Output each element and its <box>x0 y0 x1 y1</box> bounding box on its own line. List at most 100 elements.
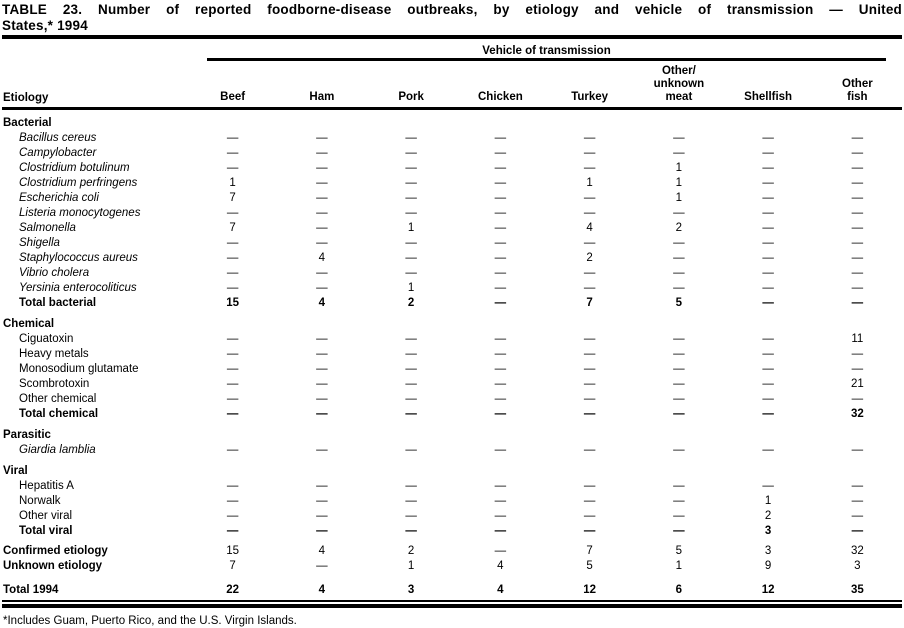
table-cell: 7 <box>586 297 593 309</box>
table-cell: — <box>851 363 864 375</box>
table-cell: 4 <box>318 252 326 264</box>
table-cell: — <box>494 192 507 204</box>
table-cell: — <box>494 393 507 405</box>
table-cell: — <box>226 495 239 507</box>
table-cell: 4 <box>318 545 326 557</box>
row-label: Other viral <box>19 510 73 522</box>
row-label: Heavy metals <box>19 348 89 360</box>
table-cell: — <box>494 222 507 234</box>
row-label: Scombrotoxin <box>19 378 90 390</box>
table-cell: — <box>494 207 507 219</box>
table-cell: — <box>405 192 417 204</box>
table-cell: — <box>762 378 774 390</box>
table-cell: 1 <box>675 560 683 572</box>
table-cell: — <box>851 207 864 219</box>
table-cell: — <box>762 162 774 174</box>
table-cell: 7 <box>229 222 236 234</box>
table-cell: — <box>316 480 328 492</box>
column-header: Chicken <box>478 91 523 103</box>
table-cell: — <box>583 510 596 522</box>
table-cell: 32 <box>850 545 864 557</box>
table-cell: — <box>762 222 774 234</box>
table-cell: — <box>673 525 685 537</box>
table-cell: — <box>583 207 596 219</box>
table-cell: — <box>226 393 239 405</box>
row-label: Parasitic <box>3 429 51 441</box>
table-cell: — <box>851 162 864 174</box>
table-cell: — <box>851 132 864 144</box>
table-cell: — <box>673 252 685 264</box>
table-cell: — <box>405 510 417 522</box>
table-cell: — <box>405 495 417 507</box>
row-label: Norwalk <box>19 495 61 507</box>
table-cell: — <box>673 363 685 375</box>
table-cell: — <box>494 282 507 294</box>
table-cell: — <box>851 393 864 405</box>
table-cell: 1 <box>675 192 683 204</box>
table-cell: — <box>851 297 864 309</box>
table-cell: — <box>316 237 328 249</box>
table-cell: 1 <box>407 560 415 572</box>
row-label: Viral <box>3 465 28 477</box>
table-cell: — <box>316 207 328 219</box>
row-label: Total 1994 <box>3 584 59 596</box>
table-row: Chemical <box>2 317 902 332</box>
table-cell: — <box>851 525 864 537</box>
table-cell: — <box>762 192 774 204</box>
table-title: TABLE 23. Number of reported foodborne-d… <box>2 2 902 33</box>
table-cell: — <box>316 510 328 522</box>
table-cell: — <box>762 207 774 219</box>
table-cell: — <box>405 333 417 345</box>
table-cell: — <box>405 408 417 420</box>
row-label: Chemical <box>3 318 55 330</box>
table-cell: — <box>673 282 685 294</box>
table-cell: — <box>583 363 596 375</box>
table-cell: — <box>316 348 328 360</box>
table-cell: — <box>494 378 507 390</box>
table-cell: — <box>851 495 864 507</box>
table-row: Viral <box>2 464 902 479</box>
table-cell: — <box>316 363 328 375</box>
table-cell: — <box>851 267 864 279</box>
table-cell: 1 <box>407 222 415 234</box>
table-cell: — <box>494 147 507 159</box>
table-cell: — <box>583 132 596 144</box>
table-cell: 1 <box>675 162 683 174</box>
table-cell: 5 <box>675 545 683 557</box>
table-title-line1: TABLE 23. Number of reported foodborne-d… <box>2 2 902 17</box>
table-cell: 7 <box>229 192 236 204</box>
table-cell: — <box>316 162 328 174</box>
table-cell: — <box>851 282 864 294</box>
table-cell: — <box>762 444 774 456</box>
table-cell: — <box>583 495 596 507</box>
row-label: Total viral <box>19 525 73 537</box>
table-cell: — <box>226 333 239 345</box>
row-label: Bacterial <box>3 117 52 129</box>
table-cell: 3 <box>854 560 861 572</box>
row-label: Shigella <box>19 237 60 249</box>
row-label: Campylobacter <box>19 147 97 159</box>
table-cell: — <box>316 333 328 345</box>
row-label: Bacillus cereus <box>19 132 97 144</box>
row-label: Unknown etiology <box>3 560 103 572</box>
table-cell: — <box>851 192 864 204</box>
table-row: Staphylococcus aureus — 4 — — 2 — — — <box>2 251 902 266</box>
table-cell: 9 <box>764 560 772 572</box>
table-row: Bacillus cereus — — — — — — — — <box>2 131 902 146</box>
table-cell: 5 <box>675 297 683 309</box>
table-cell: — <box>494 444 507 456</box>
table-cell: — <box>583 444 596 456</box>
table-cell: 1 <box>586 177 593 189</box>
table-row: Bacterial <box>2 116 902 131</box>
table-cell: 4 <box>318 584 326 596</box>
table-cell: — <box>762 363 774 375</box>
table-cell: — <box>851 348 864 360</box>
column-header: Beef <box>220 91 246 103</box>
table-cell: — <box>762 282 774 294</box>
row-label: Staphylococcus aureus <box>19 252 138 264</box>
table-cell: — <box>673 147 685 159</box>
table-cell: 4 <box>586 222 593 234</box>
table-cell: — <box>762 177 774 189</box>
table-cell: — <box>673 267 685 279</box>
table-cell: — <box>226 480 239 492</box>
